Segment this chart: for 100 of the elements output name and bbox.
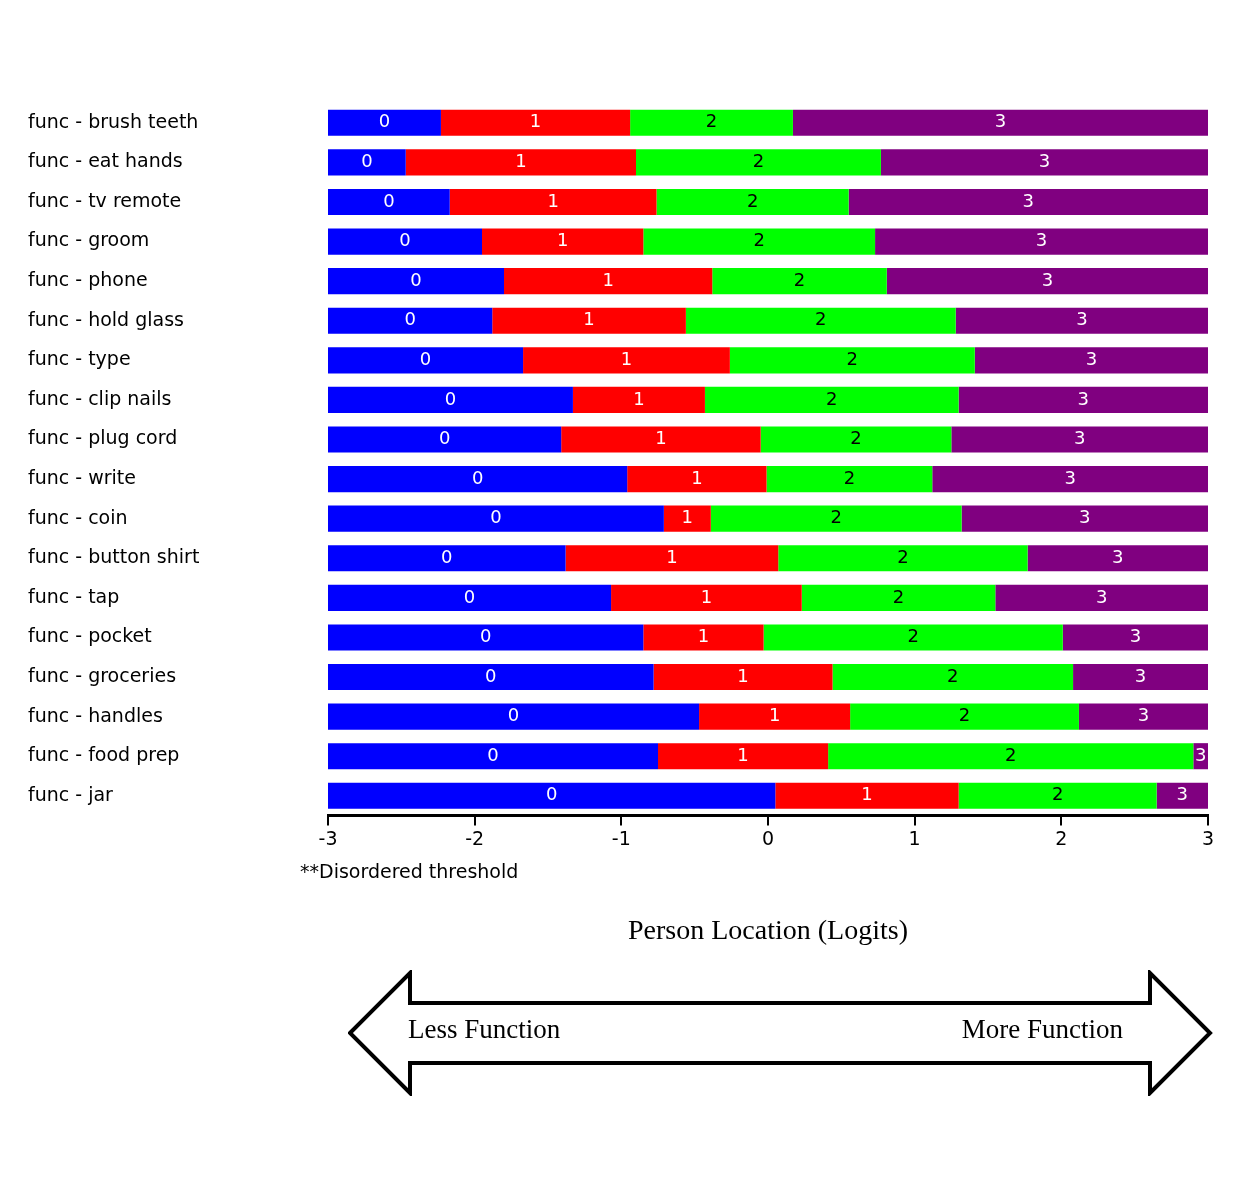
bar (775, 782, 959, 809)
y-tick-label: func - coin (28, 505, 128, 528)
x-tick-label: -2 (465, 826, 485, 849)
bar (951, 426, 1208, 453)
y-tick-label: func - type (28, 347, 131, 370)
y-tick-label: func - food prep (28, 743, 180, 766)
y-tick-label: func - clip nails (28, 386, 172, 409)
y-tick-label: func - hold glass (28, 307, 184, 330)
text: 3 (1194, 743, 1207, 765)
series-label: 1 (547, 189, 559, 211)
bar (328, 426, 562, 453)
bar (440, 109, 631, 136)
text: 2 (793, 268, 806, 290)
y-tick-label: func - tv remote (28, 188, 182, 211)
bar (875, 228, 1208, 255)
text: **Disordered threshold (300, 860, 519, 883)
text: 0 (444, 387, 457, 409)
text: 1 (861, 783, 873, 805)
bar (995, 584, 1208, 611)
bar (763, 624, 1063, 651)
bar (801, 584, 996, 611)
text: 0 (479, 625, 492, 647)
bar (729, 347, 975, 374)
bar (653, 663, 833, 691)
text: 0 (545, 783, 558, 805)
bar (405, 149, 636, 176)
y-tick-label: func - pocket (28, 624, 152, 647)
text: 2 (850, 427, 862, 449)
x-tick-label: -1 (611, 826, 631, 849)
text: 0 (378, 110, 391, 132)
x-axis-title: Person Location (Logits) (628, 913, 908, 945)
bar (328, 624, 644, 651)
y-tick-label: func - phone (28, 268, 148, 291)
bar (328, 268, 504, 295)
bar (328, 743, 658, 770)
text: 3 (1077, 387, 1090, 409)
text: 1 (768, 704, 781, 726)
text: 0 (441, 545, 453, 567)
y-tick-label: func - handles (28, 703, 163, 726)
bar (328, 663, 654, 691)
text: 0 (487, 743, 499, 765)
text: 2 (843, 466, 856, 488)
bar (792, 109, 1208, 136)
bar (656, 188, 849, 216)
y-tick-label: func - brush teeth (28, 109, 199, 132)
text: 1 (737, 664, 749, 686)
text: 1 (697, 625, 710, 647)
series-label: 0 (383, 189, 395, 211)
bar (630, 109, 793, 136)
bar (328, 584, 612, 611)
bar (1027, 545, 1208, 572)
bar (704, 386, 959, 413)
bar (699, 703, 851, 730)
bar (961, 505, 1208, 532)
bar (850, 703, 1079, 730)
bar (328, 386, 573, 413)
bar (760, 426, 952, 453)
text: 2 (1005, 743, 1017, 765)
bar (828, 743, 1194, 770)
text: 3 (1095, 585, 1108, 607)
y-tick-label: func - groom (28, 228, 150, 251)
bar (328, 347, 524, 374)
text: 0 (361, 150, 373, 172)
bar (328, 505, 664, 532)
bar (685, 307, 956, 334)
bar (886, 268, 1208, 295)
x-tick-label: 1 (908, 826, 921, 849)
text: 3 (1038, 150, 1051, 172)
text: 3 (1073, 427, 1086, 449)
bar (1156, 782, 1208, 809)
x-tick-label: 2 (1055, 826, 1068, 849)
bar (958, 386, 1208, 413)
bar (523, 347, 730, 374)
text: 2 (907, 625, 919, 647)
text: 0 (471, 466, 484, 488)
bar (328, 545, 566, 572)
bar (449, 188, 657, 216)
bar (778, 545, 1028, 572)
text: 1 (681, 506, 694, 528)
text: More Function (961, 1014, 1123, 1045)
bar (328, 188, 450, 216)
y-tick-label: func - write (28, 466, 136, 489)
bar (328, 307, 493, 334)
y-tick-label: func - groceries (28, 663, 177, 686)
text: 3 (1129, 625, 1142, 647)
text: 3 (1134, 664, 1147, 686)
bar (572, 386, 705, 413)
bar (880, 149, 1208, 176)
series-label: 3 (1022, 189, 1035, 211)
bar (482, 228, 644, 255)
bar (955, 307, 1208, 334)
bar (492, 307, 686, 334)
bar (643, 228, 876, 255)
bar (663, 505, 711, 532)
series-label: 2 (746, 189, 759, 211)
bar (766, 466, 933, 493)
x-tick-label: 3 (1201, 826, 1215, 849)
bar (328, 109, 441, 136)
text: 0 (410, 268, 422, 290)
text: 1 (691, 466, 703, 488)
